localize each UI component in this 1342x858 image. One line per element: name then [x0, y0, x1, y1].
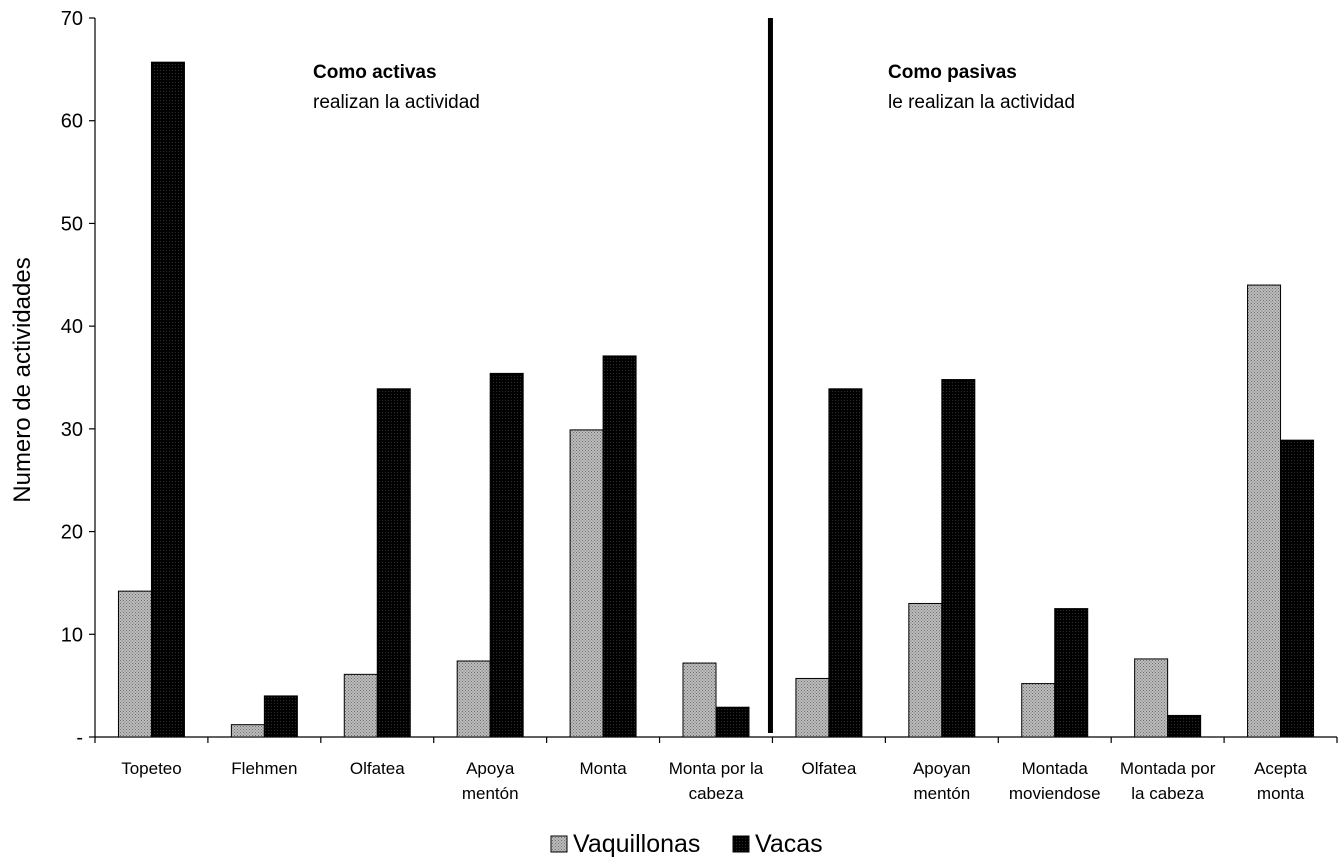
bar-vaquillonas: [569, 429, 604, 738]
annotation-passive-subtitle: le realizan la actividad: [888, 92, 1075, 113]
y-tick-label: -: [76, 727, 83, 749]
y-ticks: - 10 20 30 40 50 60 70: [61, 8, 95, 749]
x-category-label: Topeteo: [121, 759, 182, 778]
x-category-label: cabeza: [689, 784, 744, 803]
bar-vaquillonas: [1021, 683, 1056, 738]
x-category-label: Monta: [579, 759, 627, 778]
bar-vacas: [1054, 608, 1089, 738]
bar-vaquillonas: [230, 724, 265, 738]
legend-label-vaquillonas: Vaquillonas: [573, 830, 700, 858]
bar-vacas: [263, 695, 298, 738]
x-category-label: la cabeza: [1131, 784, 1204, 803]
bar-vaquillonas: [1134, 658, 1169, 738]
x-ticks: [94, 737, 1338, 743]
x-category-label: Apoyan: [913, 759, 971, 778]
bars: [117, 61, 1315, 738]
annotation-active-title: Como activas: [313, 62, 437, 83]
x-category-label: monta: [1257, 784, 1305, 803]
bar-vaquillonas: [343, 673, 378, 738]
y-tick-label: 20: [61, 522, 83, 544]
bar-vacas: [489, 372, 524, 738]
bar-vacas: [376, 388, 411, 738]
y-axis-title: Numero de actividades: [9, 257, 36, 502]
x-category-label: Apoya: [466, 759, 515, 778]
legend-swatch-vaquillonas: [550, 835, 568, 853]
bar-vaquillonas: [795, 677, 830, 738]
annotation-passive-title: Como pasivas: [888, 62, 1017, 83]
bar-vacas: [941, 379, 976, 738]
x-category-label: Montada: [1022, 759, 1089, 778]
x-category-label: Montada por: [1120, 759, 1216, 778]
y-tick-label: 50: [61, 213, 83, 235]
bar-vacas: [602, 355, 637, 738]
bar-vaquillonas: [1247, 284, 1282, 738]
legend-label-vacas: Vacas: [755, 830, 823, 858]
bar-vacas: [1167, 714, 1202, 738]
annotation-active-subtitle: realizan la actividad: [313, 92, 480, 113]
y-tick-label: 30: [61, 419, 83, 441]
bar-vaquillonas: [682, 662, 717, 738]
legend-swatch-vacas: [732, 835, 750, 853]
legend: Vaquillonas Vacas: [550, 830, 823, 858]
x-labels: Topeteo Flehmen Olfatea Apoya mentón Monta Mon…: [121, 759, 1307, 803]
x-category-label: moviendose: [1009, 784, 1101, 803]
x-category-label: Acepta: [1254, 759, 1307, 778]
x-category-label: mentón: [462, 784, 519, 803]
y-tick-label: 10: [61, 624, 83, 646]
y-tick-label: 60: [61, 111, 83, 133]
bar-vacas: [828, 388, 863, 738]
bar-vacas: [150, 61, 185, 738]
bar-vaquillonas: [117, 590, 152, 738]
x-category-label: mentón: [913, 784, 970, 803]
x-category-label: Monta por la: [669, 759, 764, 778]
bar-vacas: [715, 706, 750, 738]
x-category-label: Olfatea: [350, 759, 405, 778]
x-category-label: Olfatea: [802, 759, 857, 778]
y-tick-label: 40: [61, 316, 83, 338]
bar-vaquillonas: [456, 660, 491, 738]
x-category-label: Flehmen: [231, 759, 297, 778]
bar-vacas: [1280, 439, 1315, 738]
bar-vaquillonas: [908, 602, 943, 738]
y-tick-label: 70: [61, 8, 83, 30]
